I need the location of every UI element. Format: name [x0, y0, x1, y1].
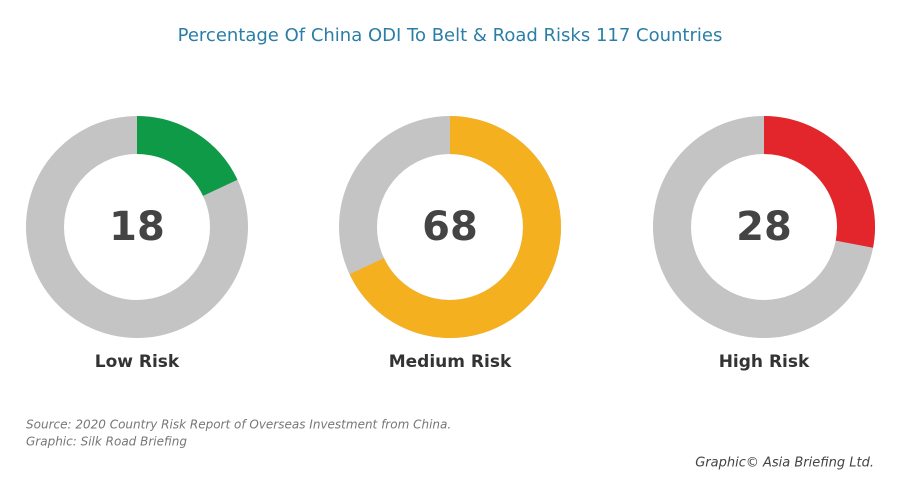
graphic-note: Graphic: Silk Road Briefing	[26, 435, 187, 449]
chart-title: Percentage Of China ODI To Belt & Road R…	[178, 25, 723, 46]
category-label: Low Risk	[95, 352, 180, 372]
donut-segment	[763, 116, 875, 248]
credit: Graphic© Asia Briefing Ltd.	[695, 456, 874, 471]
source-note: Source: 2020 Country Risk Report of Over…	[26, 418, 451, 432]
value-label: 68	[422, 204, 478, 250]
donut-segment	[136, 116, 238, 197]
value-label: 18	[109, 204, 165, 250]
category-label: Medium Risk	[389, 352, 512, 372]
donut-segment	[349, 116, 561, 338]
category-label: High Risk	[719, 352, 810, 372]
value-label: 28	[736, 204, 792, 250]
